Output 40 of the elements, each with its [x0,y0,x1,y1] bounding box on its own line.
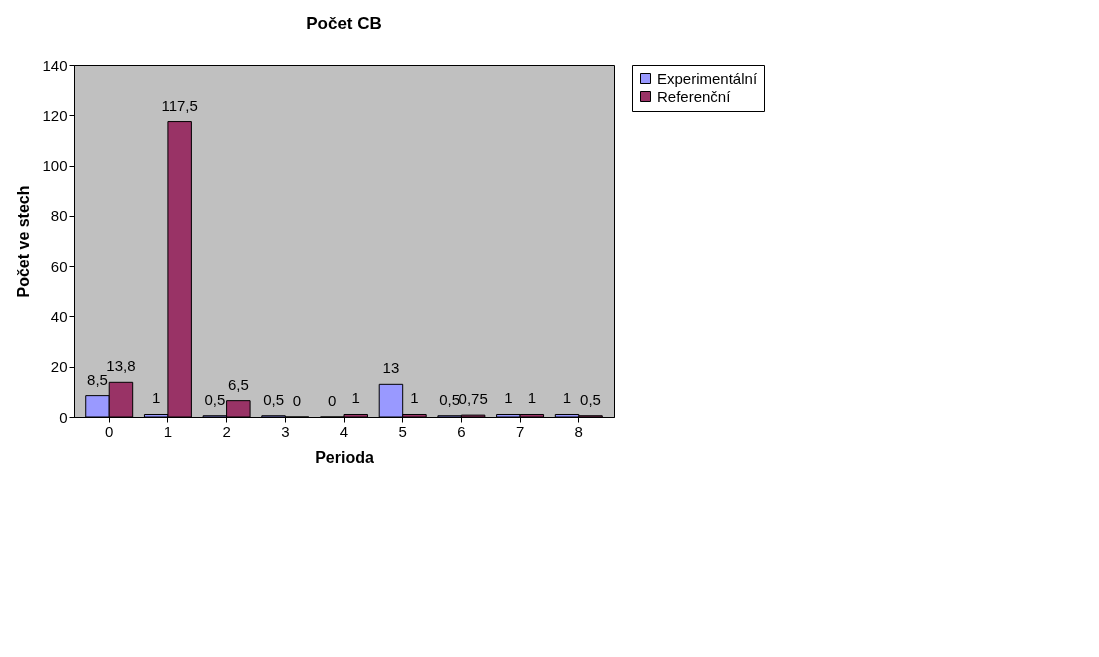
data-label: 0,75 [458,390,488,408]
x-tick-label: 3 [281,422,290,440]
data-label: 117,5 [161,96,198,114]
y-tick-label: 60 [50,257,68,275]
y-tick-label: 0 [59,408,68,426]
data-label: 1 [152,389,161,407]
legend-label: Referenční [657,87,732,105]
x-tick-label: 6 [457,422,466,440]
data-label: 0 [292,392,302,409]
data-label: 1 [527,389,536,407]
x-tick-label: 2 [222,422,231,440]
data-label: 13,8 [106,357,136,375]
x-tick-label: 0 [105,422,114,440]
x-tick-label: 8 [574,422,583,440]
data-label: 0,5 [204,390,226,408]
data-label: 0,5 [580,390,601,408]
x-axis-title: Perioda [315,448,374,466]
data-label: 0,5 [263,390,284,408]
data-label: 13 [382,359,400,377]
data-label: 1 [410,389,419,407]
x-tick-label: 1 [163,422,173,440]
data-label: 0,5 [439,390,461,408]
legend-label: Experimentální [657,69,758,87]
x-tick-label: 7 [515,422,525,440]
chart-title: Počet CB [306,14,382,33]
y-tick-label: 20 [50,358,68,376]
y-tick-label: 100 [42,157,68,175]
data-label: 1 [351,389,360,407]
x-tick-label: 4 [339,422,349,440]
y-tick-label: 140 [42,56,68,74]
y-tick-label: 40 [50,307,68,325]
data-label: 6,5 [227,375,249,393]
y-tick-label: 120 [42,106,68,124]
y-axis-title: Počet ve stech [15,185,33,298]
data-label: 0 [328,392,337,409]
data-label: 8,5 [87,370,108,388]
data-label: 1 [562,389,572,407]
y-tick-label: 80 [50,207,68,225]
data-label: 1 [504,389,513,407]
x-tick-label: 5 [398,422,407,440]
